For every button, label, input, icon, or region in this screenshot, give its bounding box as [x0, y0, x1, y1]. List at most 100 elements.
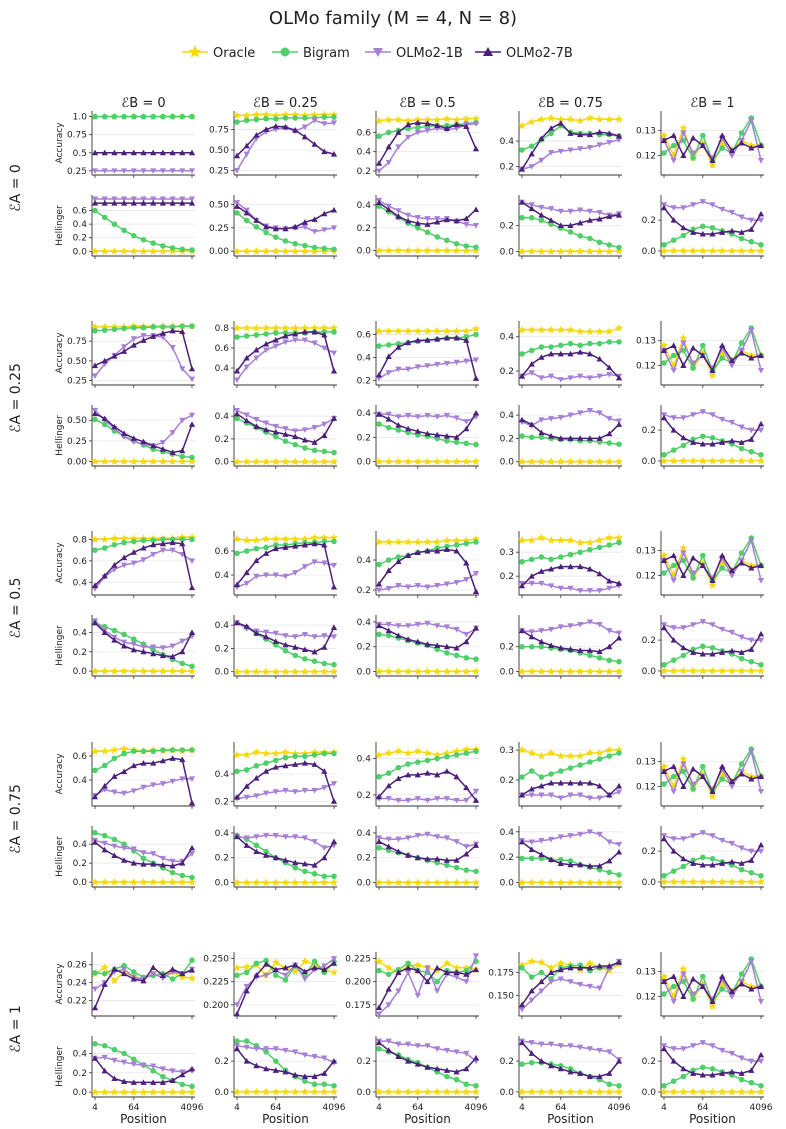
data-point-oracle [537, 457, 546, 466]
data-point-olmo2-1b [453, 626, 460, 633]
data-point-oracle [178, 878, 187, 886]
data-point-bigram [92, 113, 98, 120]
data-point-bigram [463, 867, 470, 873]
data-point-oracle [727, 246, 736, 255]
data-point-bigram [395, 764, 402, 771]
data-point-olmo2-7b [414, 771, 421, 778]
data-point-olmo2-7b [130, 860, 137, 866]
data-point-olmo2-7b [719, 552, 726, 558]
data-point-bigram [179, 113, 186, 120]
data-point-olmo2-1b [179, 196, 186, 203]
data-point-oracle [394, 246, 403, 254]
data-point-olmo2-7b [243, 987, 250, 994]
data-point-olmo2-1b [472, 223, 480, 229]
data-point-oracle [168, 1087, 177, 1096]
row-label-2: ℰA = 0.5 [8, 578, 24, 639]
data-point-bigram [548, 771, 554, 777]
data-point-bigram [616, 539, 622, 546]
data-point-olmo2-7b [699, 230, 706, 237]
data-point-bigram [302, 242, 308, 249]
data-point-olmo2-7b [169, 149, 176, 156]
data-point-bigram [101, 970, 108, 977]
data-point-olmo2-1b [748, 538, 755, 544]
data-point-oracle [242, 667, 251, 676]
panel-r3-c1-accuracy: 0.20.4 [215, 742, 338, 809]
data-point-olmo2-1b [272, 423, 279, 430]
data-point-olmo2-7b [748, 564, 755, 571]
data-point-olmo2-7b [443, 433, 450, 439]
data-point-oracle [394, 326, 403, 335]
data-point-olmo2-7b [606, 962, 613, 969]
data-point-olmo2-7b [518, 1001, 526, 1008]
data-point-oracle [375, 537, 383, 546]
data-point-bigram [738, 866, 745, 873]
data-point-oracle [689, 456, 698, 465]
data-point-bigram [596, 239, 603, 246]
data-point-olmo2-7b [150, 333, 157, 339]
data-point-bigram [519, 147, 525, 153]
data-point-olmo2-1b [140, 333, 147, 339]
data-point-bigram [376, 773, 382, 780]
data-point-bigram [606, 242, 613, 248]
data-point-oracle [698, 1087, 707, 1096]
y-tick-label: 0.2 [500, 163, 514, 173]
data-point-bigram [101, 113, 108, 120]
data-point-olmo2-7b [453, 217, 460, 224]
metric-label-accuracy: Accuracy [55, 963, 65, 1005]
data-point-olmo2-7b [150, 964, 157, 970]
data-point-bigram [596, 544, 603, 551]
data-point-olmo2-1b [596, 985, 603, 992]
data-point-olmo2-1b [292, 634, 299, 640]
data-point-olmo2-7b [557, 1065, 564, 1072]
y-tick-label: 0.24 [67, 979, 87, 989]
series-line-olmo2-7b [236, 762, 335, 802]
data-point-olmo2-7b [179, 540, 186, 547]
data-point-bigram [169, 113, 176, 120]
data-point-bigram [680, 863, 687, 870]
data-point-bigram [606, 1081, 613, 1088]
data-point-olmo2-7b [311, 1073, 318, 1079]
data-point-oracle [718, 456, 727, 465]
y-tick-label: 0.00 [209, 247, 229, 257]
data-point-bigram [463, 440, 470, 447]
data-point-bigram [700, 223, 706, 230]
data-point-olmo2-1b [709, 202, 716, 208]
data-point-oracle [718, 979, 727, 988]
data-point-bigram [311, 1081, 318, 1088]
data-point-olmo2-1b [757, 158, 765, 164]
data-point-olmo2-1b [321, 633, 328, 639]
data-point-olmo2-1b [680, 836, 687, 842]
data-point-oracle [281, 667, 290, 676]
x-tick-label: 4096 [465, 1103, 488, 1113]
data-point-olmo2-7b [385, 985, 392, 992]
data-point-bigram [321, 538, 328, 545]
data-point-olmo2-7b [301, 328, 308, 335]
data-point-olmo2-1b [385, 796, 392, 802]
data-point-olmo2-7b [395, 129, 402, 135]
data-point-olmo2-1b [757, 1058, 765, 1065]
panels: 0.250.50.751.0Accuracy0.00.20.40.6Hellin… [55, 110, 773, 1126]
data-point-olmo2-7b [272, 966, 279, 973]
data-point-oracle [442, 246, 451, 254]
data-point-oracle [384, 326, 393, 335]
data-point-olmo2-1b [528, 997, 535, 1004]
data-point-olmo2-7b [586, 565, 593, 572]
data-point-olmo2-1b [330, 562, 338, 569]
data-point-olmo2-1b [557, 377, 564, 383]
data-point-olmo2-7b [660, 1045, 668, 1052]
data-point-oracle [242, 536, 251, 544]
data-point-olmo2-1b [463, 631, 470, 638]
data-point-bigram [179, 872, 186, 879]
data-point-olmo2-1b [728, 784, 735, 790]
data-point-bigram [140, 748, 147, 754]
data-point-oracle [547, 247, 556, 255]
data-point-oracle [585, 113, 594, 122]
data-point-olmo2-7b [463, 850, 470, 857]
data-point-olmo2-7b [282, 544, 289, 550]
data-point-oracle [576, 538, 585, 546]
data-point-oracle [300, 534, 309, 543]
data-point-oracle [669, 666, 678, 675]
data-point-olmo2-7b [528, 633, 535, 640]
y-tick-label: 0.2 [500, 434, 514, 444]
